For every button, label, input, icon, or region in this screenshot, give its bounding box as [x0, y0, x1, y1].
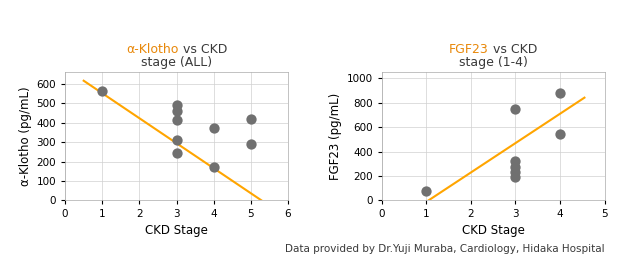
Point	[172, 138, 182, 142]
Text: stage (1-4): stage (1-4)	[459, 56, 528, 69]
Point	[209, 126, 219, 131]
Point	[246, 142, 256, 146]
Text: stage (ALL): stage (ALL)	[141, 56, 212, 69]
Text: α-Klotho: α-Klotho	[126, 43, 179, 56]
Point	[172, 103, 182, 107]
Text: vs CKD: vs CKD	[179, 43, 227, 56]
Point	[510, 165, 520, 169]
Point	[510, 175, 520, 179]
Point	[510, 159, 520, 163]
X-axis label: CKD Stage: CKD Stage	[145, 224, 208, 237]
Text: vs CKD: vs CKD	[489, 43, 537, 56]
Point	[209, 165, 219, 169]
Point	[172, 118, 182, 122]
X-axis label: CKD Stage: CKD Stage	[462, 224, 525, 237]
Point	[555, 132, 565, 136]
Point	[510, 107, 520, 111]
Text: FGF23: FGF23	[449, 43, 489, 56]
Y-axis label: FGF23 (pg/mL): FGF23 (pg/mL)	[329, 93, 342, 180]
Y-axis label: α-Klotho (pg/mL): α-Klotho (pg/mL)	[19, 86, 32, 186]
Point	[246, 117, 256, 121]
Point	[555, 91, 565, 95]
Point	[421, 189, 431, 193]
Point	[510, 170, 520, 174]
Point	[172, 151, 182, 155]
Point	[97, 89, 107, 94]
Point	[172, 109, 182, 113]
Text: Data provided by Dr.Yuji Muraba, Cardiology, Hidaka Hospital: Data provided by Dr.Yuji Muraba, Cardiol…	[285, 244, 604, 254]
